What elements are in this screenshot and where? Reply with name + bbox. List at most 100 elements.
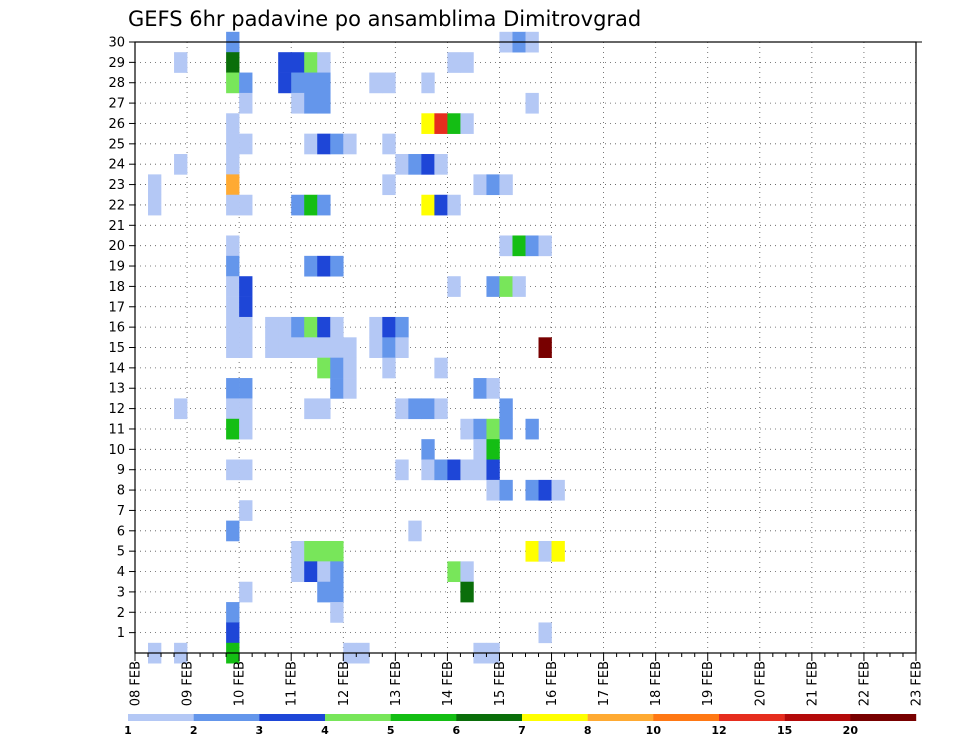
y-tick-label: 28 (108, 76, 125, 91)
precip-cell (291, 52, 305, 73)
precip-cell (317, 581, 331, 603)
precip-cell (460, 561, 474, 583)
precip-cell (369, 72, 383, 94)
precip-cell (330, 602, 344, 623)
precip-cell (395, 154, 409, 175)
precip-cell (317, 92, 331, 114)
precip-cell (239, 194, 253, 216)
precip-cell (330, 561, 344, 583)
precip-cell (447, 459, 461, 481)
precip-cell (408, 154, 422, 175)
precip-cell (421, 398, 435, 420)
precip-cell (421, 72, 435, 94)
precip-cell (447, 113, 461, 134)
precip-cell (226, 622, 240, 644)
precip-cell (226, 72, 240, 94)
y-tick-label: 25 (108, 137, 125, 152)
precip-cell (304, 316, 318, 338)
precip-cell (317, 72, 331, 94)
precip-cell (304, 72, 318, 94)
legend-label: 3 (256, 724, 264, 737)
legend-label: 5 (387, 724, 395, 737)
legend-swatch (259, 714, 326, 721)
precip-cell (395, 398, 409, 420)
precip-cell (317, 540, 331, 562)
precip-cell (486, 479, 500, 501)
precip-cell (226, 154, 240, 175)
legend-label: 20 (843, 724, 859, 737)
precip-cell (239, 337, 253, 358)
data-cells (148, 31, 565, 664)
legend-swatch (719, 714, 785, 721)
precip-cell (434, 194, 448, 216)
y-tick-label: 17 (108, 300, 125, 315)
precip-cell (291, 561, 305, 583)
precip-cell (369, 337, 383, 358)
legend-swatch (390, 714, 457, 721)
precip-cell (239, 92, 253, 114)
legend-label: 12 (711, 724, 726, 737)
y-tick-label: 3 (117, 585, 125, 600)
y-tick-label: 23 (108, 178, 125, 193)
precip-cell (434, 398, 448, 420)
legend-label: 6 (453, 724, 461, 737)
y-axis: 1234567891011121314151617181920212223242… (108, 36, 922, 641)
precip-cell (486, 418, 500, 440)
precip-cell (421, 439, 435, 460)
precip-cell (317, 561, 331, 583)
x-tick-label: 14 FEB (441, 661, 456, 706)
precip-cell (330, 316, 344, 338)
chart-title: GEFS 6hr padavine po ansamblima Dimitrov… (128, 7, 641, 31)
precip-cell (434, 113, 448, 134)
legend-label: 2 (190, 724, 198, 737)
precip-cell (304, 52, 318, 73)
precip-cell (226, 52, 240, 73)
precip-cell (460, 459, 474, 481)
precip-cell (499, 479, 513, 501)
legend-swatch (456, 714, 523, 721)
precip-cell (226, 133, 240, 155)
precip-cell (473, 439, 487, 460)
precip-cell (525, 92, 539, 114)
precip-cell (330, 133, 344, 155)
precip-cell (226, 276, 240, 297)
precip-cell (473, 418, 487, 440)
precip-cell (226, 255, 240, 277)
legend-label: 10 (646, 724, 662, 737)
precip-cell (291, 316, 305, 338)
precip-cell (499, 276, 513, 297)
precip-cell (369, 316, 383, 338)
precip-cell (343, 378, 357, 399)
y-tick-label: 16 (108, 321, 125, 336)
precip-cell (278, 72, 292, 94)
precip-cell (317, 255, 331, 277)
legend-label: 4 (321, 724, 329, 737)
precip-cell (304, 561, 318, 583)
precip-cell (239, 581, 253, 603)
precip-cell (226, 398, 240, 420)
precip-cell (239, 418, 253, 440)
precip-cell (239, 398, 253, 420)
precip-cell (460, 113, 474, 134)
precip-cell (291, 337, 305, 358)
precip-cell (421, 459, 435, 481)
precip-cell (226, 459, 240, 481)
precip-cell (239, 378, 253, 399)
legend-swatch (193, 714, 260, 721)
precip-cell (447, 561, 461, 583)
precip-cell (434, 357, 448, 379)
precip-cell (174, 52, 188, 73)
precip-cell (226, 378, 240, 399)
precip-cell (330, 337, 344, 358)
precip-cell (226, 235, 240, 257)
precip-cell (525, 540, 539, 562)
y-tick-label: 20 (108, 239, 125, 254)
precip-cell (226, 296, 240, 318)
precip-cell (473, 459, 487, 481)
legend-swatch (653, 714, 720, 721)
y-tick-label: 29 (108, 56, 125, 71)
legend-label: 7 (518, 724, 526, 737)
precip-cell (525, 235, 539, 257)
precip-cell (226, 194, 240, 216)
precip-cell (239, 296, 253, 318)
